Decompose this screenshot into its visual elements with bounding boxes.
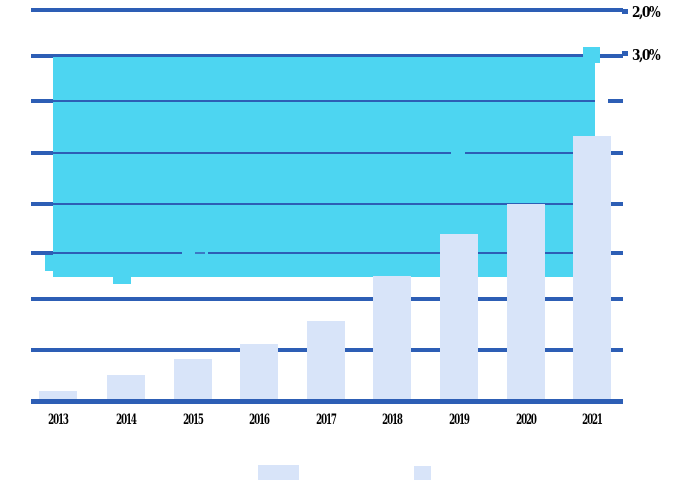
gridline-thin — [53, 203, 595, 205]
legend-swatch-2 — [414, 466, 431, 480]
x-axis-line — [31, 399, 623, 404]
x-axis-label-2016: 2016 — [248, 412, 270, 428]
gridline — [31, 202, 53, 206]
line-end-square-2nd — [622, 51, 628, 56]
gridline — [31, 151, 53, 155]
gridline — [31, 251, 53, 255]
gridline-thin — [53, 100, 595, 102]
band-area — [53, 57, 595, 277]
gridline — [31, 8, 623, 12]
x-axis-label-2014: 2014 — [116, 412, 137, 428]
band-left-notch — [45, 255, 53, 271]
bar-2013 — [39, 391, 77, 401]
gridline — [608, 151, 623, 155]
band-bottom-tab — [113, 277, 131, 284]
gridline-thin — [53, 152, 451, 154]
bar-2015 — [173, 358, 212, 401]
gridline — [31, 99, 53, 103]
x-axis-label-2017: 2017 — [316, 412, 337, 428]
right-value-label-top: 2,0% — [632, 3, 661, 21]
bar-2017 — [307, 320, 345, 401]
x-axis-label-2018: 2018 — [382, 412, 403, 428]
bar-2018 — [373, 276, 411, 401]
gridline-dash — [195, 252, 205, 254]
x-axis-label-2013: 2013 — [48, 412, 69, 428]
x-axis-label-2015: 2015 — [182, 412, 204, 428]
line-end-square-top — [622, 9, 628, 14]
gridline — [608, 99, 623, 103]
gridline — [31, 297, 623, 301]
x-axis-label-2020: 2020 — [515, 412, 537, 428]
gridline-thin — [465, 152, 595, 154]
legend-swatch-1 — [258, 465, 299, 480]
bar-2014 — [107, 374, 145, 401]
bar-2020 — [506, 203, 545, 401]
gridline — [31, 54, 623, 58]
gridline — [608, 202, 623, 206]
bar-2021 — [573, 135, 611, 401]
x-axis-label-2021: 2021 — [582, 412, 603, 428]
gridline-thin — [53, 252, 182, 254]
gridline — [608, 251, 623, 255]
bar-2019 — [439, 233, 478, 401]
x-axis-label-2019: 2019 — [448, 412, 470, 428]
bar-2016 — [239, 343, 278, 401]
right-value-label-second: 3,0% — [632, 46, 661, 64]
gridline-thin — [208, 252, 595, 254]
band-end-marker — [583, 47, 600, 63]
